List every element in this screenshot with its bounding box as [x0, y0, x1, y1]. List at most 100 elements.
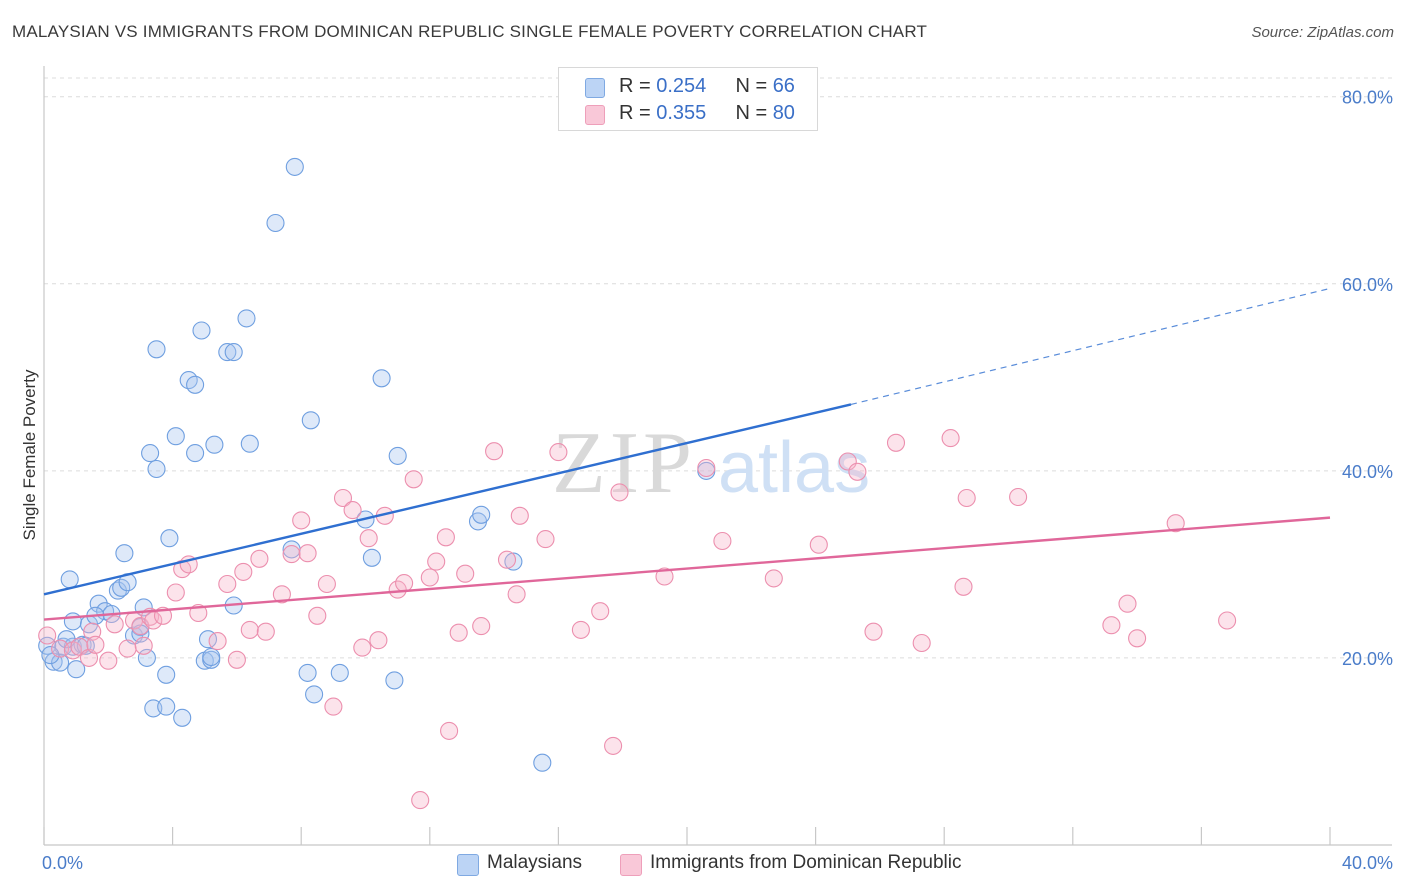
point-dominican	[166, 583, 185, 602]
source-credit: Source: ZipAtlas.com	[1251, 24, 1394, 41]
point-malaysians	[173, 708, 192, 727]
point-dominican	[571, 620, 590, 639]
point-malaysians	[147, 459, 166, 479]
legend-n-value: 66	[772, 75, 795, 97]
point-dominican	[272, 585, 291, 604]
legend-swatch-dominican	[585, 105, 605, 125]
trend-line-dominican	[43, 516, 1331, 621]
point-dominican	[941, 429, 960, 448]
point-dominican	[317, 574, 336, 594]
point-dominican	[282, 545, 301, 564]
point-malaysians	[137, 648, 156, 667]
watermark-zip: ZIP	[552, 415, 696, 512]
correlation-legend: R = 0.254 N = 66 R = 0.355 N = 80	[558, 67, 818, 131]
point-malaysians	[224, 343, 243, 362]
point-dominican	[864, 622, 883, 641]
point-malaysians	[60, 570, 79, 589]
point-malaysians	[362, 548, 381, 567]
point-malaysians	[472, 505, 491, 524]
trend-lines	[43, 287, 1331, 621]
point-dominican	[809, 535, 828, 554]
legend-n-label: N =	[735, 75, 773, 97]
point-dominican	[38, 626, 57, 645]
point-dominican	[105, 615, 124, 634]
trend-line-malaysians	[43, 403, 852, 596]
point-malaysians	[237, 309, 256, 328]
point-dominican	[298, 544, 317, 563]
point-malaysians	[240, 434, 259, 453]
point-malaysians	[141, 444, 160, 463]
legend-swatch-malaysians	[457, 854, 479, 876]
y-tick-label: 40.0%	[1342, 462, 1393, 482]
point-malaysians	[285, 157, 304, 176]
point-malaysians	[266, 213, 285, 233]
legend-swatch-malaysians	[585, 78, 605, 98]
legend-r-label: R =	[619, 75, 657, 97]
x-tick-label: 0.0%	[42, 853, 83, 873]
x-tick-label: 40.0%	[1342, 853, 1393, 873]
point-dominican	[610, 483, 629, 502]
y-tick-label: 80.0%	[1342, 88, 1393, 108]
point-malaysians	[388, 446, 407, 465]
point-dominican	[134, 636, 153, 655]
chart-title: MALAYSIAN VS IMMIGRANTS FROM DOMINICAN R…	[12, 22, 928, 41]
point-malaysians	[157, 665, 176, 684]
point-malaysians	[63, 612, 82, 631]
point-dominican	[485, 442, 504, 461]
point-dominican	[292, 511, 311, 530]
point-dominican	[1166, 514, 1185, 533]
point-dominican	[954, 577, 973, 596]
legend-r-value: 0.355	[656, 102, 707, 124]
point-dominican	[536, 530, 555, 549]
point-malaysians	[218, 343, 237, 362]
point-dominican	[764, 569, 783, 588]
point-dominican	[411, 791, 430, 810]
point-dominican	[472, 617, 491, 636]
point-malaysians	[67, 660, 86, 679]
point-malaysians	[115, 544, 134, 563]
point-dominican	[208, 632, 227, 651]
point-dominican	[234, 562, 253, 581]
point-malaysians	[160, 529, 179, 548]
point-dominican	[1128, 629, 1147, 648]
point-dominican	[1102, 616, 1121, 635]
legend-n-label: N =	[735, 102, 773, 124]
point-malaysians	[305, 685, 324, 704]
point-dominican	[440, 721, 459, 740]
point-malaysians	[205, 435, 224, 454]
point-malaysians	[192, 321, 211, 340]
point-dominican	[456, 564, 475, 583]
point-dominican	[324, 697, 343, 716]
point-dominican	[497, 550, 517, 569]
point-malaysians	[157, 697, 176, 716]
point-dominican	[549, 443, 568, 462]
legend-r-label: R =	[619, 102, 657, 124]
point-malaysians	[385, 671, 404, 690]
point-dominican	[604, 736, 623, 755]
point-dominican	[655, 567, 674, 586]
y-tick-label: 20.0%	[1342, 649, 1393, 669]
point-dominican	[420, 568, 439, 587]
y-tick-label: 60.0%	[1342, 275, 1393, 295]
point-malaysians	[301, 411, 320, 430]
point-dominican	[848, 462, 867, 481]
point-dominican	[395, 574, 414, 593]
point-dominican	[912, 633, 931, 653]
point-dominican	[404, 470, 423, 489]
point-dominican	[1118, 594, 1137, 613]
trend-extension-malaysians	[850, 287, 1331, 406]
point-malaysians	[298, 663, 317, 682]
point-dominican	[510, 506, 529, 525]
point-malaysians	[179, 371, 198, 390]
legend-label-malaysians: Malaysians	[487, 852, 583, 873]
series-legend: Malaysians Immigrants from Dominican Rep…	[0, 852, 1406, 878]
point-dominican	[697, 458, 716, 478]
point-dominican	[507, 585, 526, 604]
legend-r-value: 0.254	[656, 75, 707, 97]
point-malaysians	[372, 369, 391, 388]
y-axis-label: Single Female Poverty	[20, 369, 39, 541]
point-dominican	[218, 574, 237, 594]
point-malaysians	[166, 427, 185, 446]
legend-n-value: 80	[772, 102, 795, 124]
point-dominican	[359, 529, 378, 548]
